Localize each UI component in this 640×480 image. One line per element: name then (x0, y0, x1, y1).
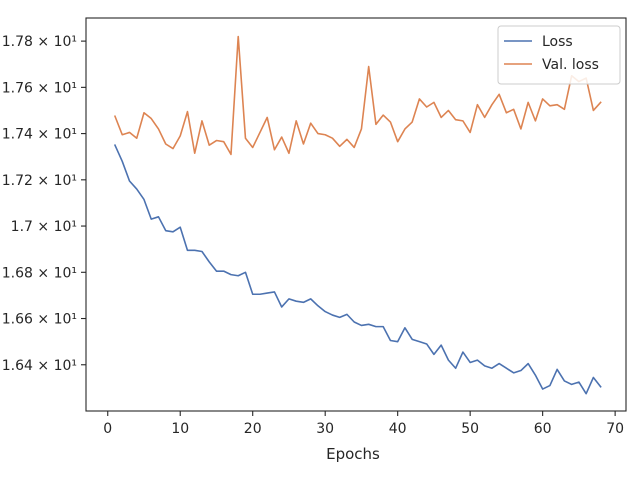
legend: Loss Val. loss (497, 25, 621, 85)
series-lines (113, 35, 602, 395)
y-tick-label: 1.78 × 10¹ (2, 34, 77, 50)
y-tick-label: 1.72 × 10¹ (2, 173, 77, 189)
x-tick-label: 30 (316, 421, 334, 437)
axes: 0 10 20 30 40 50 60 70 1.64 × 10¹ 1.66 × 10¹ 1.68 … (2, 17, 627, 437)
x-tick-label: 60 (534, 421, 552, 437)
legend-label: Val. loss (542, 57, 599, 73)
x-axis-label: Epochs (326, 445, 380, 463)
y-tick-label: 1.7 × 10¹ (11, 219, 77, 235)
x-tick-label: 10 (171, 421, 189, 437)
series-line-loss (113, 144, 602, 395)
plot-frame (85, 17, 627, 412)
x-tick-label: 0 (103, 421, 112, 437)
y-tick-label: 1.74 × 10¹ (2, 127, 77, 143)
y-tick-label: 1.66 × 10¹ (2, 312, 77, 328)
legend-label: Loss (542, 34, 573, 50)
y-tick-label: 1.64 × 10¹ (2, 358, 77, 374)
x-tick-label: 20 (244, 421, 262, 437)
y-tick-label: 1.68 × 10¹ (2, 265, 77, 281)
y-tick-label: 1.76 × 10¹ (2, 80, 77, 96)
x-tick-label: 40 (389, 421, 407, 437)
x-tick-label: 70 (606, 421, 624, 437)
x-tick-label: 50 (461, 421, 479, 437)
series-line-val-loss (113, 35, 602, 156)
